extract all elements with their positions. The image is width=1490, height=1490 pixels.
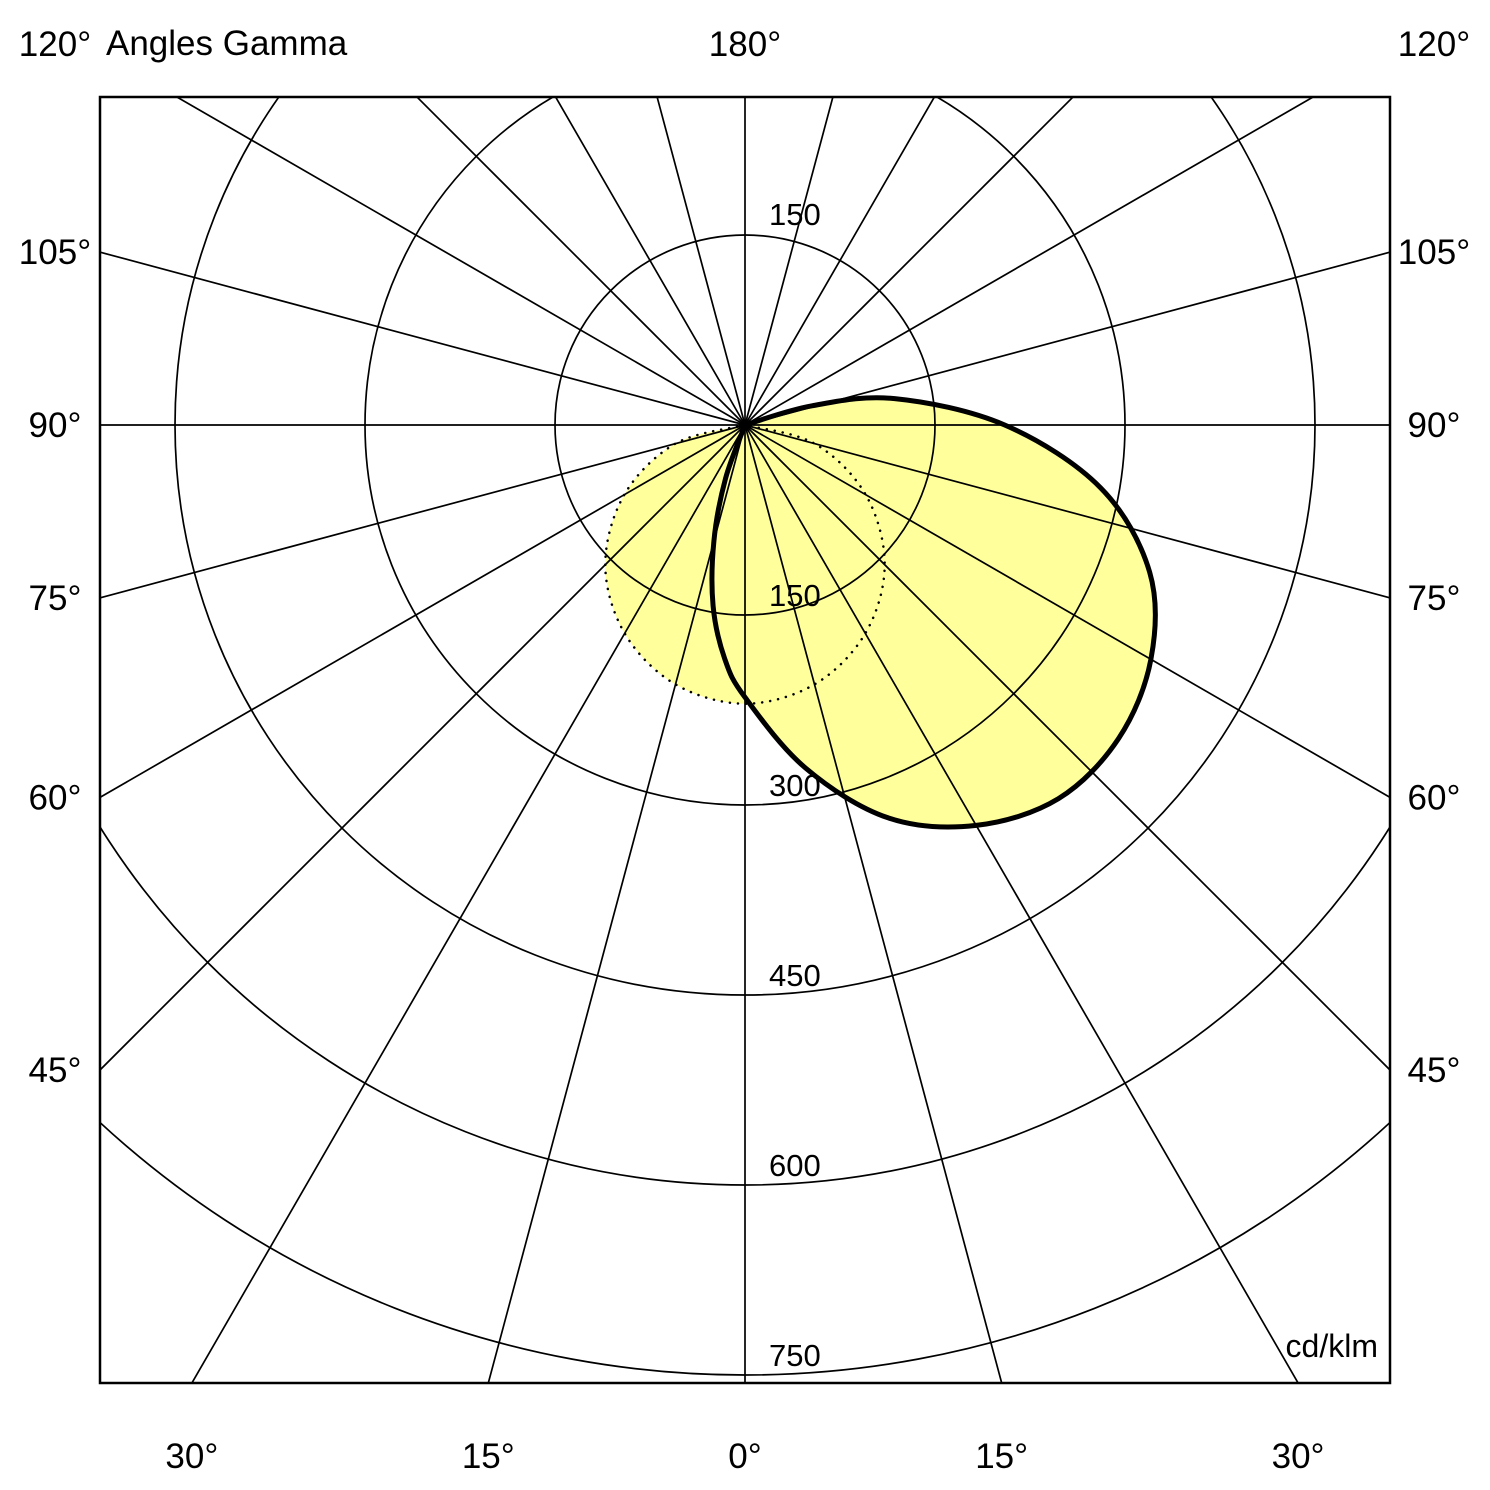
grid-radial-line [744,97,936,426]
gamma-label-bottom: 30° [165,1437,218,1476]
unit-label: cd/klm [1285,1328,1378,1364]
grid-radial-line [190,424,746,1383]
gamma-label-left: 75° [29,579,82,618]
gamma-label-right: 45° [1408,1051,1461,1090]
gamma-label-left: 105° [19,233,91,272]
grid-radial-line [744,424,1390,799]
radial-tick-label: 600 [769,1148,821,1183]
grid-radial-line [744,251,1390,426]
grid-radial-line [744,97,834,426]
gamma-label-bottom: 30° [1272,1437,1325,1476]
radial-tick-label: 450 [769,958,821,993]
chart-title: Angles Gamma [106,24,348,63]
gamma-label-bottom: 0° [728,1437,761,1476]
radial-tick-label: 300 [769,768,821,803]
radial-tick-label: 150 [769,578,821,613]
solid-curve [709,395,1158,830]
radial-tick-label: 750 [769,1338,821,1373]
grid-radial-line [487,424,746,1383]
dotted-curve [604,423,886,705]
gamma-label-left: 90° [29,406,82,445]
grid-radial-line [744,424,1390,599]
grid-radial-line [744,97,1315,426]
grid-radial-line [100,251,746,426]
grid-radial-line [100,424,746,1072]
radial-tick-label-above: 150 [769,197,821,232]
gamma-label-right: 90° [1408,406,1461,445]
grid-radial-line [175,97,746,426]
grid-radial-line [656,97,746,426]
gamma-label-right: 60° [1408,778,1461,817]
grid-radial-line [100,424,746,799]
gamma-label-bottom: 15° [462,1437,515,1476]
grid-radial-line [100,424,746,599]
gamma-label-left: 45° [29,1051,82,1090]
gamma-label-180: 180° [709,25,781,64]
grid-radial-line [744,424,1390,1072]
gamma-label-120-left: 120° [19,25,91,64]
grid-radial-line [744,424,1300,1383]
plot-border [98,95,1392,1385]
gamma-label-right: 75° [1408,579,1461,618]
grid-radial-line [415,97,746,426]
grid-radial-line [554,97,746,426]
grid-radial-line [744,97,1075,426]
gamma-label-right: 105° [1398,233,1470,272]
gamma-label-left: 60° [29,778,82,817]
gamma-label-bottom: 15° [975,1437,1028,1476]
gamma-label-120-right: 120° [1398,25,1470,64]
grid-radial-line [744,424,1003,1383]
beam-curves-layer [604,395,1158,830]
